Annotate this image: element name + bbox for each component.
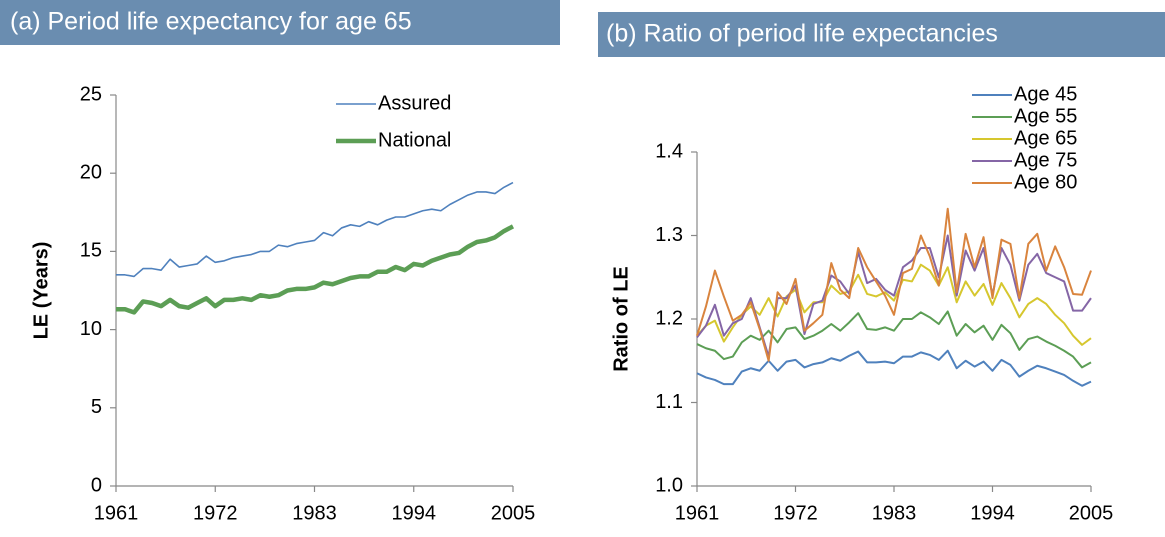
y-tick-label: 25 [80,83,102,105]
y-tick-label: 5 [91,396,102,418]
line-series [116,224,515,315]
legend-label: Age 65 [1014,127,1077,149]
y-tick-label: 0 [91,474,102,496]
panel-title: (a) Period life expectancy for age 65 [10,8,412,36]
header-bar [0,0,560,45]
legend-label: Age 55 [1014,105,1077,127]
y-tick-label: 1.2 [655,307,683,329]
panel-title: (b) Ratio of period life expectancies [606,20,998,48]
x-tick-label: 2005 [491,502,536,524]
legend-label: Age 75 [1014,149,1077,171]
x-tick-label: 2005 [1069,502,1114,524]
y-tick-label: 20 [80,161,102,183]
y-tick-label: 1.0 [655,474,683,496]
legend-label: Assured [378,92,451,114]
x-tick-label: 1961 [94,502,139,524]
header-bar [598,12,1165,57]
x-tick-label: 1994 [970,502,1015,524]
y-tick-label: 1.3 [655,224,683,246]
x-tick-label: 1983 [292,502,337,524]
y-axis-label: Ratio of LE [610,266,632,372]
line-series [116,181,514,278]
x-tick-label: 1972 [773,502,818,524]
legend-label: Age 45 [1014,83,1077,105]
y-tick-label: 1.4 [655,140,683,162]
x-tick-label: 1994 [392,502,437,524]
y-axis-label: LE (Years) [30,242,52,340]
x-tick-label: 1972 [193,502,238,524]
y-tick-label: 15 [80,240,102,262]
x-tick-label: 1961 [675,502,720,524]
line-series [696,263,1092,346]
legend-label: Age 80 [1014,171,1077,193]
line-series [696,207,1092,362]
legend-label: National [378,129,451,151]
y-tick-label: 1.1 [655,391,683,413]
y-tick-label: 10 [80,318,102,340]
line-series [696,349,1092,387]
x-tick-label: 1983 [872,502,917,524]
